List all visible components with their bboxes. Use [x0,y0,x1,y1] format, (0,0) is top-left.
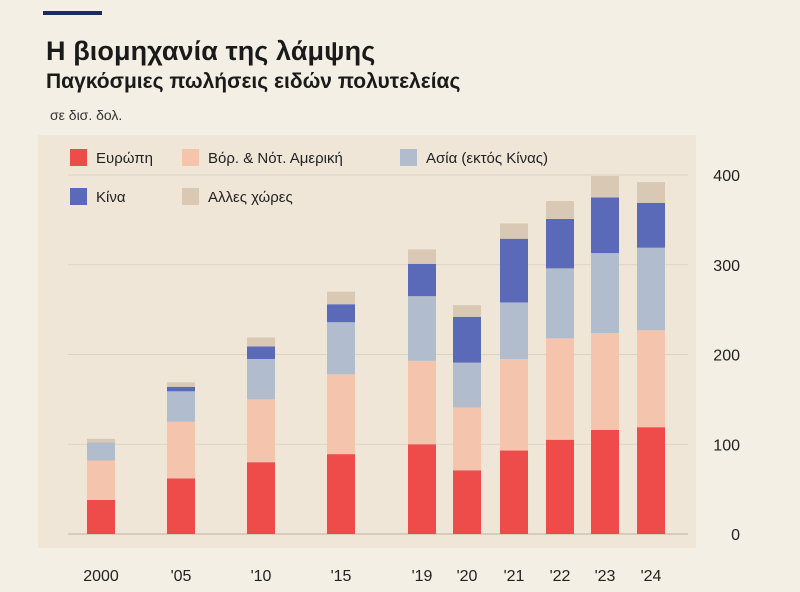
chart-title: Η βιομηχανία της λάμψης [46,36,376,66]
legend-item-china: Κίνα [70,188,126,206]
bar-segment-europe [408,444,436,534]
bar-segment-asia [87,442,115,461]
y-tick-label: 100 [713,437,740,454]
bar-segment-other [453,305,481,317]
legend-swatch [70,149,87,166]
x-tick-label: '15 [331,568,352,585]
y-tick-label: 0 [731,527,740,544]
bar-segment-europe [637,427,665,534]
bar-segment-europe [500,450,528,534]
bars [87,175,665,534]
bar-segment-americas [500,358,528,451]
bar-segment-europe [167,478,195,534]
x-tick-label: '20 [457,568,478,585]
bar-segment-europe [87,499,115,534]
bar-segment-china [453,316,481,363]
x-tick-label: '23 [595,568,616,585]
bar-segment-asia [247,358,275,400]
unit-label: σε δισ. δολ. [50,107,123,123]
legend-label: Αλλες χώρες [208,189,293,206]
bar-segment-china [637,202,665,248]
bar-segment-other [546,201,574,219]
bar-segment-asia [546,268,574,339]
legend-swatch [182,188,199,205]
legend-label: Ασία (εκτός Κίνας) [426,150,548,167]
bar-segment-asia [500,302,528,359]
bar-segment-china [591,197,619,254]
x-tick-label: '24 [641,568,662,585]
legend-swatch [400,149,417,166]
x-tick-label: '19 [412,568,433,585]
bar-segment-asia [453,362,481,408]
chart-panel [38,135,696,548]
legend-item-americas: Βόρ. & Νότ. Αμερική [182,149,343,167]
bar-segment-americas [327,374,355,455]
legend-item-europe: Ευρώπη [70,149,153,167]
bar-segment-europe [327,454,355,534]
bar-segment-china [327,304,355,323]
bar-segment-americas [546,338,574,440]
bar-segment-china [546,218,574,269]
bar-stack-7 [546,201,574,534]
bar-segment-china [408,263,436,297]
bar-segment-asia [591,253,619,333]
bar-segment-americas [453,407,481,471]
bar-segment-other [591,175,619,198]
bar-segment-asia [637,247,665,331]
bar-segment-europe [591,429,619,534]
x-tick-label: '05 [171,568,192,585]
accent-bar [43,11,102,15]
x-tick-labels: 2000 '05 '10 '15 '19 '20 '21 '22 '23 '24 [83,568,661,585]
bar-segment-china [167,386,195,392]
bar-segment-europe [546,439,574,534]
bar-segment-china [247,346,275,359]
x-tick-label: '22 [550,568,571,585]
bar-segment-other [247,337,275,347]
bar-stack-5 [453,305,481,534]
y-tick-label: 200 [713,348,740,365]
legend: Ευρώπη Βόρ. & Νότ. Αμερική Ασία (εκτός Κίν… [70,149,548,206]
legend-label: Ευρώπη [96,150,153,167]
bar-segment-americas [167,421,195,479]
bar-stack-2 [247,337,275,534]
bar-segment-americas [637,330,665,428]
bar-stack-6 [500,223,528,534]
y-tick-label: 300 [713,258,740,275]
bar-stack-8 [591,175,619,534]
bar-stack-1 [167,382,195,534]
bar-segment-other [408,249,436,264]
bar-segment-asia [327,322,355,375]
bar-segment-asia [167,391,195,422]
bar-segment-americas [591,332,619,430]
y-tick-labels: 0 100 200 300 400 [713,168,740,544]
bar-segment-asia [408,296,436,361]
bar-segment-europe [453,470,481,534]
chart-subtitle: Παγκόσμιες πωλήσεις ειδών πολυτελείας [46,70,461,93]
bar-segment-other [167,382,195,387]
bar-segment-other [327,291,355,305]
bar-segment-other [637,182,665,203]
legend-item-other: Αλλες χώρες [182,188,293,206]
bar-stack-9 [637,182,665,534]
bar-segment-americas [408,360,436,445]
bar-segment-other [87,438,115,443]
x-tick-label: 2000 [83,568,119,585]
bar-segment-europe [247,462,275,534]
y-tick-label: 400 [713,168,740,185]
bar-stack-0 [87,438,115,534]
bar-segment-china [500,238,528,303]
legend-label: Κίνα [96,189,126,206]
x-tick-label: '10 [251,568,272,585]
bar-segment-other [500,223,528,239]
x-tick-label: '21 [504,568,525,585]
bar-segment-americas [247,399,275,463]
legend-swatch [182,149,199,166]
bar-segment-americas [87,460,115,500]
bar-stack-4 [408,249,436,534]
legend-swatch [70,188,87,205]
bar-stack-3 [327,291,355,534]
legend-label: Βόρ. & Νότ. Αμερική [208,150,343,167]
legend-item-asia: Ασία (εκτός Κίνας) [400,149,548,167]
